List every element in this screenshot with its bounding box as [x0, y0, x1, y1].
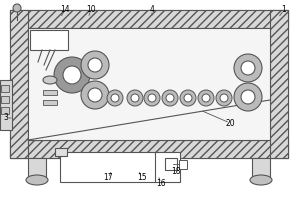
Bar — [43, 90, 57, 95]
Circle shape — [88, 88, 102, 102]
Text: 17: 17 — [103, 173, 113, 182]
Bar — [43, 100, 57, 105]
Text: 10: 10 — [86, 5, 96, 15]
Circle shape — [198, 90, 214, 106]
Circle shape — [131, 94, 139, 102]
Bar — [28, 158, 46, 180]
Ellipse shape — [43, 76, 57, 84]
Bar — [10, 140, 288, 158]
Circle shape — [216, 90, 232, 106]
Bar — [270, 10, 288, 158]
Bar — [60, 152, 180, 182]
Circle shape — [241, 61, 255, 75]
Circle shape — [184, 94, 192, 102]
Circle shape — [54, 57, 90, 93]
Bar — [179, 160, 187, 169]
Circle shape — [111, 94, 119, 102]
Text: 15: 15 — [137, 173, 147, 182]
Circle shape — [148, 94, 156, 102]
Circle shape — [81, 51, 109, 79]
Bar — [165, 158, 177, 170]
Text: 4: 4 — [150, 5, 154, 15]
Text: 16: 16 — [156, 178, 166, 188]
Bar — [252, 158, 270, 180]
Text: 18: 18 — [171, 168, 181, 176]
Bar — [55, 148, 67, 156]
Ellipse shape — [26, 175, 48, 185]
Circle shape — [166, 94, 174, 102]
Circle shape — [63, 66, 81, 84]
Bar — [63, 155, 175, 165]
Bar — [10, 10, 28, 158]
Text: 14: 14 — [60, 5, 70, 15]
Circle shape — [144, 90, 160, 106]
Circle shape — [162, 90, 178, 106]
Bar — [1, 96, 9, 103]
Circle shape — [202, 94, 210, 102]
Circle shape — [241, 90, 255, 104]
Bar — [28, 28, 270, 140]
Bar — [10, 10, 288, 28]
Circle shape — [180, 90, 196, 106]
Text: 20: 20 — [225, 118, 235, 128]
Circle shape — [234, 54, 262, 82]
Circle shape — [107, 90, 123, 106]
Circle shape — [13, 4, 21, 12]
Circle shape — [88, 58, 102, 72]
Circle shape — [81, 81, 109, 109]
Bar — [1, 85, 9, 92]
Bar — [10, 10, 288, 158]
Circle shape — [127, 90, 143, 106]
Circle shape — [234, 83, 262, 111]
Text: 1: 1 — [282, 5, 286, 15]
Text: 3: 3 — [4, 114, 8, 122]
Ellipse shape — [250, 175, 272, 185]
Bar — [1, 107, 9, 114]
Bar — [30, 30, 68, 50]
Circle shape — [220, 94, 228, 102]
Bar — [63, 167, 175, 175]
Bar — [0, 80, 12, 130]
